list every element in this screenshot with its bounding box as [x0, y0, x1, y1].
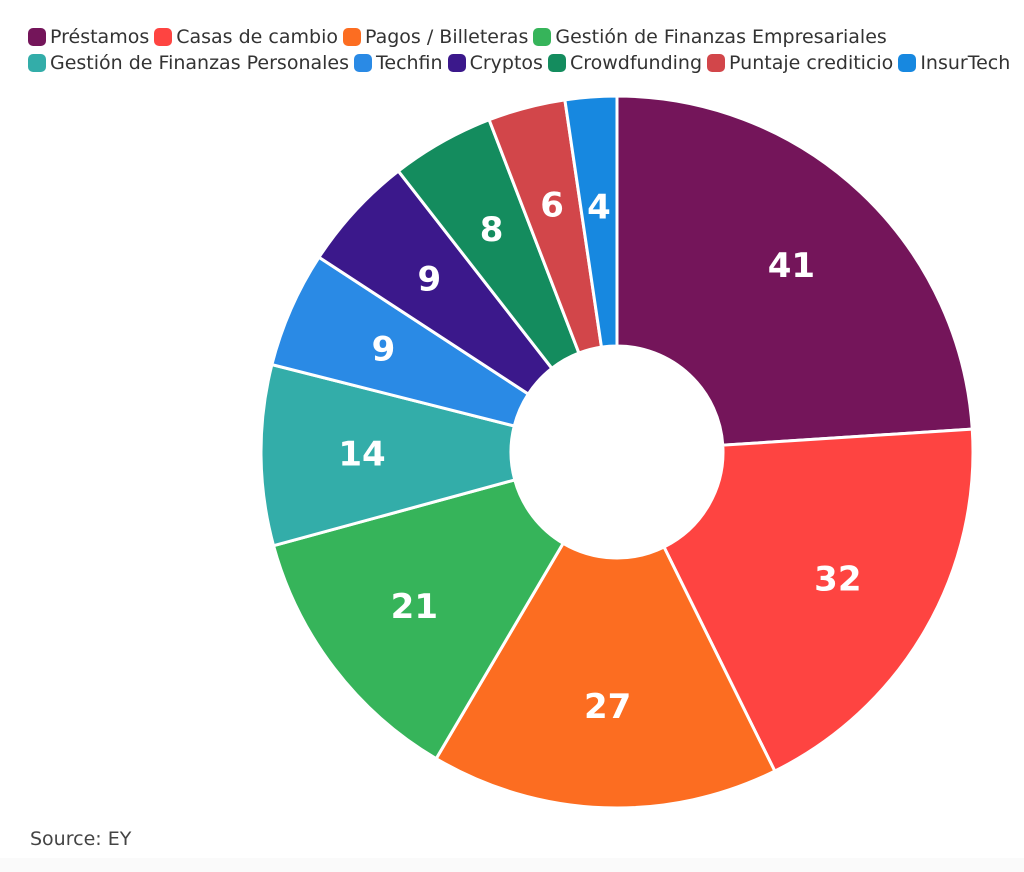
legend-label: Préstamos — [50, 26, 150, 48]
legend-item-gestion-de-finanzas-empresariales[interactable]: Gestión de Finanzas Empresariales — [533, 24, 887, 50]
legend-label: Puntaje crediticio — [729, 52, 894, 74]
legend-label: Cryptos — [469, 52, 543, 74]
legend-item-gestion-de-finanzas-personales[interactable]: Gestión de Finanzas Personales — [28, 50, 349, 76]
slice-label-casas-de-cambio: 32 — [814, 560, 861, 600]
slice-label-puntaje-crediticio: 6 — [540, 185, 564, 225]
slice-label-pagos-billeteras: 27 — [584, 687, 631, 727]
slice-label-insurtech: 4 — [587, 188, 611, 228]
legend-swatch — [354, 54, 372, 72]
legend-label: Crowdfunding — [569, 52, 703, 74]
legend-swatch — [342, 28, 361, 46]
legend-item-puntaje-crediticio[interactable]: Puntaje crediticio — [707, 50, 893, 76]
slice-prestamos[interactable] — [615, 94, 974, 447]
legend-label: InsurTech — [920, 52, 1011, 74]
legend-swatch — [154, 28, 173, 46]
slice-gestion-de-finanzas-personales[interactable] — [259, 362, 517, 548]
legend-swatch — [547, 54, 566, 72]
legend-item-prestamos[interactable]: Préstamos — [28, 24, 149, 50]
slice-insurtech[interactable] — [563, 94, 619, 349]
legend-item-techfin[interactable]: Techfin — [354, 50, 443, 76]
legend-label: Gestión de Finanzas Personales — [50, 52, 349, 74]
legend-swatch — [447, 54, 466, 72]
slice-label-cryptos: 9 — [418, 259, 442, 299]
legend-item-crowdfunding[interactable]: Crowdfunding — [547, 50, 703, 76]
legend-label: Techfin — [376, 52, 443, 74]
footer-band — [0, 858, 1024, 872]
legend-item-cryptos[interactable]: Cryptos — [447, 50, 543, 76]
legend-row: Préstamos Casas de cambio Pagos / Billeter… — [28, 24, 1018, 50]
slice-label-gestion-de-finanzas-personales: 14 — [338, 434, 385, 474]
slice-label-crowdfunding: 8 — [480, 210, 504, 250]
legend-swatch — [28, 54, 46, 72]
legend-swatch — [707, 54, 726, 72]
legend-swatch — [28, 28, 46, 46]
slice-label-prestamos: 41 — [768, 246, 815, 286]
legend-item-pagos-billeteras[interactable]: Pagos / Billeteras — [342, 24, 529, 50]
slice-label-techfin: 9 — [372, 330, 396, 370]
legend-swatch — [533, 28, 552, 46]
slice-casas-de-cambio[interactable] — [661, 427, 975, 774]
chart-legend: Préstamos Casas de cambio Pagos / Billeter… — [28, 24, 1018, 76]
legend-swatch — [898, 54, 917, 72]
slice-pagos-billeteras[interactable] — [434, 541, 777, 810]
legend-label: Casas de cambio — [176, 26, 338, 48]
legend-label: Pagos / Billeteras — [364, 26, 529, 48]
source-note: Source: EY — [30, 828, 132, 850]
legend-row: Gestión de Finanzas Personales Techfin Cry… — [28, 50, 1018, 76]
slice-label-gestion-de-finanzas-empresariales: 21 — [391, 587, 438, 627]
legend-label: Gestión de Finanzas Empresariales — [555, 26, 887, 48]
legend-item-insurtech[interactable]: InsurTech — [898, 50, 1010, 76]
legend-item-casas-de-cambio[interactable]: Casas de cambio — [154, 24, 338, 50]
slice-gestion-de-finanzas-empresariales[interactable] — [271, 478, 566, 761]
